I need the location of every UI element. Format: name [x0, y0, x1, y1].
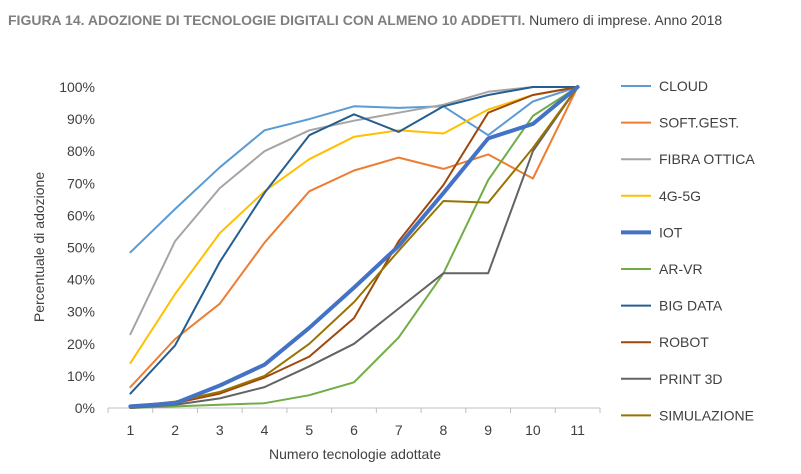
y-axis-label: Percentuale di adozione — [31, 172, 47, 322]
series-line-robot — [129, 86, 579, 408]
y-tick-label: 40% — [67, 272, 95, 288]
legend-label: SOFT.GEST. — [659, 115, 739, 131]
y-tick-label: 0% — [75, 400, 95, 416]
legend-label: IOT — [659, 224, 683, 240]
legend-label: FIBRA OTTICA — [659, 151, 755, 167]
y-tick-label: 30% — [67, 304, 95, 320]
x-axis-label: Numero tecnologie adottate — [269, 446, 441, 462]
series-line-print-3d — [129, 86, 579, 409]
chart-title-sub: Numero di imprese. Anno 2018 — [529, 12, 723, 28]
chart-axes: 1 2 3 4 5 6 7 8 9 10 11 0% 10% 20% 30% 40% 50% 60% 70% 80% 9… — [59, 79, 601, 438]
series-line-iot — [128, 85, 580, 409]
y-tick-label: 100% — [59, 79, 95, 95]
legend-label: PRINT 3D — [659, 371, 723, 387]
x-tick-label: 8 — [440, 422, 448, 438]
y-tick-label: 80% — [67, 143, 95, 159]
legend-label: AR-VR — [659, 261, 703, 277]
series-line-4g-5g — [129, 86, 579, 365]
chart-legend: CLOUD SOFT.GEST. FIBRA OTTICA 4G-5G IOT AR-VR… — [621, 78, 755, 423]
y-tick-label: 70% — [67, 175, 95, 191]
legend-label: 4G-5G — [659, 188, 701, 204]
y-tick-label: 10% — [67, 368, 95, 384]
series-line-simulazione — [129, 86, 579, 408]
legend-label: CLOUD — [659, 78, 708, 94]
chart-title-main: FIGURA 14. ADOZIONE DI TECNOLOGIE DIGITA… — [8, 12, 526, 28]
y-tick-label: 90% — [67, 111, 95, 127]
x-tick-label: 10 — [525, 422, 541, 438]
y-tick-label: 50% — [67, 240, 95, 256]
series-line-cloud — [129, 86, 579, 254]
y-tick-label: 20% — [67, 336, 95, 352]
legend-label: ROBOT — [659, 334, 709, 350]
x-tick-label: 2 — [171, 422, 179, 438]
series-layer — [128, 85, 580, 409]
series-line-big-data — [129, 86, 579, 395]
series-line-ar-vr — [129, 86, 579, 409]
x-tick-label: 11 — [570, 422, 585, 438]
x-tick-label: 3 — [216, 422, 224, 438]
x-tick-label: 7 — [395, 422, 403, 438]
x-tick-label: 9 — [484, 422, 492, 438]
x-tick-label: 1 — [126, 422, 134, 438]
series-line-soft-gest — [129, 86, 579, 389]
legend-label: SIMULAZIONE — [659, 407, 754, 423]
x-tick-label: 6 — [350, 422, 358, 438]
x-tick-label: 5 — [305, 422, 313, 438]
legend-label: BIG DATA — [659, 298, 723, 314]
x-tick-label: 4 — [261, 422, 269, 438]
series-line-fibra-ottica — [129, 86, 579, 336]
chart-title: FIGURA 14. ADOZIONE DI TECNOLOGIE DIGITA… — [8, 12, 722, 28]
y-tick-label: 60% — [67, 207, 95, 223]
